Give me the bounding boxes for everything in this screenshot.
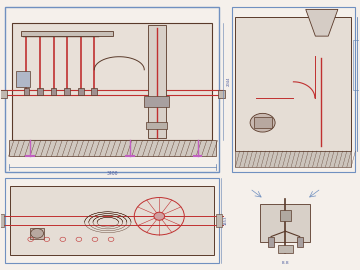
Bar	[21, 31, 113, 36]
Circle shape	[250, 113, 275, 132]
Bar	[16, 71, 30, 87]
Bar	[5, 7, 219, 173]
Bar	[297, 237, 302, 247]
Bar	[254, 117, 271, 128]
Bar	[0, 90, 7, 97]
Circle shape	[31, 228, 44, 238]
Text: 1453: 1453	[224, 216, 228, 225]
Bar	[232, 7, 355, 173]
Bar	[217, 90, 225, 97]
Bar	[278, 245, 293, 252]
Text: 3400: 3400	[106, 171, 118, 176]
Bar	[148, 25, 166, 138]
Bar	[353, 40, 360, 90]
Bar	[64, 88, 70, 95]
Bar	[144, 96, 169, 107]
Bar	[235, 18, 351, 151]
Bar	[12, 23, 212, 140]
Text: 2044: 2044	[226, 77, 230, 86]
Bar	[216, 214, 222, 227]
Bar	[235, 151, 351, 167]
Bar	[9, 140, 216, 156]
Bar	[78, 88, 84, 95]
Bar	[23, 88, 29, 95]
Bar	[280, 210, 291, 221]
Bar	[51, 88, 57, 95]
Bar	[30, 228, 44, 239]
Bar	[146, 122, 167, 129]
Polygon shape	[306, 9, 338, 36]
Bar	[10, 186, 214, 255]
Bar	[37, 88, 43, 95]
Bar	[91, 88, 97, 95]
Text: B-B: B-B	[282, 261, 289, 265]
Bar	[0, 214, 4, 227]
Bar	[260, 204, 310, 242]
Bar	[5, 178, 219, 263]
Bar	[268, 237, 274, 247]
Circle shape	[154, 212, 165, 220]
